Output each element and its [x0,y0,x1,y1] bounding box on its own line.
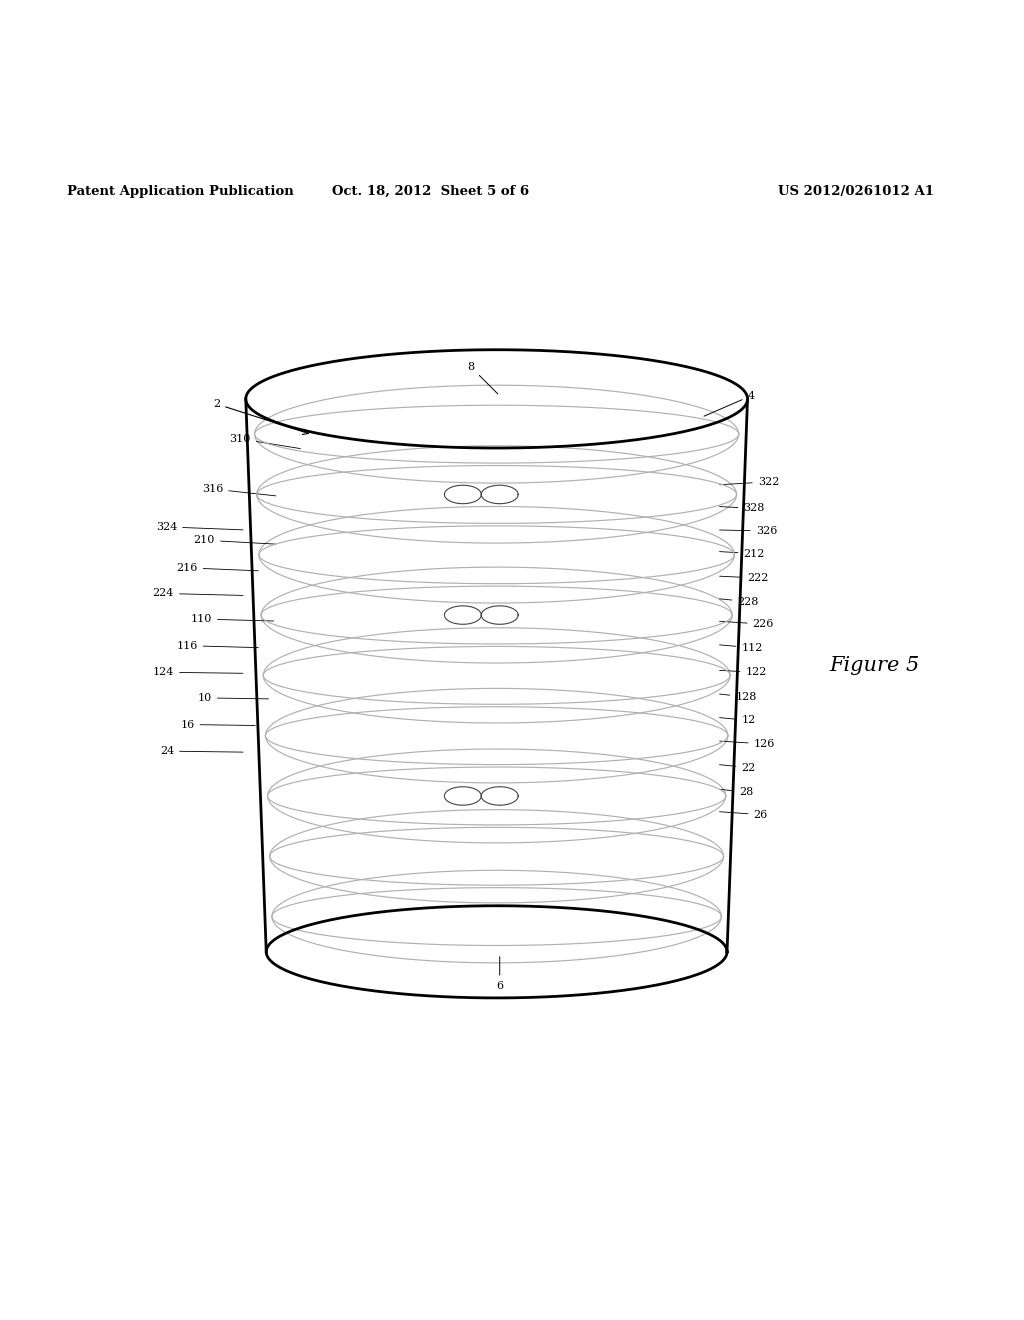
Text: Oct. 18, 2012  Sheet 5 of 6: Oct. 18, 2012 Sheet 5 of 6 [332,185,528,198]
Text: 216: 216 [176,562,258,573]
Text: 112: 112 [720,643,763,652]
Text: 126: 126 [720,739,775,748]
Text: 10: 10 [198,693,268,702]
Text: 228: 228 [720,597,759,607]
Text: 316: 316 [202,484,275,496]
Text: 28: 28 [720,787,754,797]
Text: 328: 328 [720,503,765,513]
Text: 22: 22 [720,763,756,772]
Text: Figure 5: Figure 5 [829,656,920,675]
Text: 324: 324 [156,521,243,532]
Text: 210: 210 [194,535,275,545]
Text: 322: 322 [720,477,779,487]
Text: 310: 310 [229,434,300,449]
Text: 8: 8 [468,362,498,393]
Text: 116: 116 [176,640,258,651]
Text: 128: 128 [720,692,757,702]
Text: 222: 222 [720,573,769,583]
Text: 12: 12 [720,715,756,726]
Text: 2: 2 [213,399,308,434]
Text: 26: 26 [720,809,768,820]
Text: 4: 4 [703,391,755,416]
Text: 326: 326 [720,525,777,536]
Text: Patent Application Publication: Patent Application Publication [67,185,293,198]
Text: 212: 212 [720,549,765,558]
Text: 124: 124 [153,668,243,677]
Text: US 2012/0261012 A1: US 2012/0261012 A1 [778,185,934,198]
Text: 24: 24 [160,746,243,756]
Text: 110: 110 [190,614,273,624]
Text: 16: 16 [180,719,255,730]
Text: 6: 6 [497,957,503,990]
Text: 122: 122 [720,668,767,677]
Text: 224: 224 [153,589,243,598]
Text: 226: 226 [720,619,774,630]
